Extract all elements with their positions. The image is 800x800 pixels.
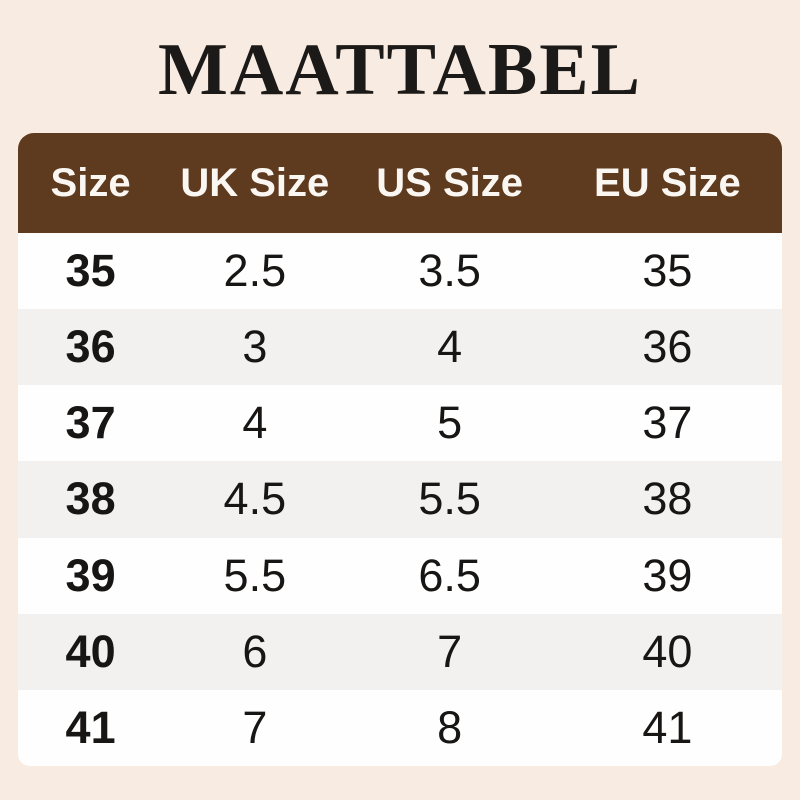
cell-eu: 35 [642, 245, 693, 297]
cell-size: 35 [65, 245, 116, 297]
cell-uk: 6 [242, 625, 268, 677]
cell-uk: 7 [242, 701, 268, 753]
cell-eu: 40 [642, 625, 693, 677]
cell-size: 37 [65, 397, 116, 449]
cell-eu: 41 [642, 701, 693, 753]
cell-uk: 3 [242, 321, 268, 373]
table-row: 35 2.5 3.5 35 [18, 233, 782, 310]
column-header-uk-size: UK Size [180, 160, 330, 205]
cell-uk: 4.5 [223, 473, 287, 525]
table-row: 40 6 7 40 [18, 613, 782, 690]
cell-size: 39 [65, 549, 116, 601]
column-header-us-size: US Size [376, 160, 523, 205]
table-header-row: Size UK Size US Size EU Size [18, 133, 782, 233]
cell-us: 7 [437, 625, 463, 677]
table-row: 41 7 8 41 [18, 689, 782, 766]
cell-us: 6.5 [418, 549, 481, 601]
cell-size: 40 [65, 625, 116, 677]
cell-us: 3.5 [418, 245, 481, 297]
column-header-eu-size: EU Size [594, 160, 741, 205]
cell-us: 5.5 [418, 473, 481, 525]
column-header-size: Size [50, 160, 131, 205]
cell-size: 36 [65, 321, 116, 373]
cell-eu: 37 [642, 397, 693, 449]
cell-size: 38 [65, 473, 116, 525]
cell-uk: 4 [242, 397, 268, 449]
table-row: 39 5.5 6.5 39 [18, 537, 782, 614]
page-title: MAATTABEL [158, 29, 642, 111]
cell-eu: 38 [642, 473, 693, 525]
cell-eu: 36 [642, 321, 693, 373]
table-row: 38 4.5 5.5 38 [18, 461, 782, 538]
cell-us: 5 [437, 397, 463, 449]
cell-uk: 5.5 [223, 549, 287, 601]
cell-eu: 39 [642, 549, 693, 601]
table-row: 36 3 4 36 [18, 309, 782, 386]
cell-us: 4 [437, 321, 463, 373]
table-row: 37 4 5 37 [18, 385, 782, 462]
cell-size: 41 [65, 701, 116, 753]
cell-uk: 2.5 [223, 245, 287, 297]
size-chart-table: Size UK Size US Size EU Size 35 2.5 3.5 … [18, 133, 782, 766]
cell-us: 8 [437, 701, 463, 753]
